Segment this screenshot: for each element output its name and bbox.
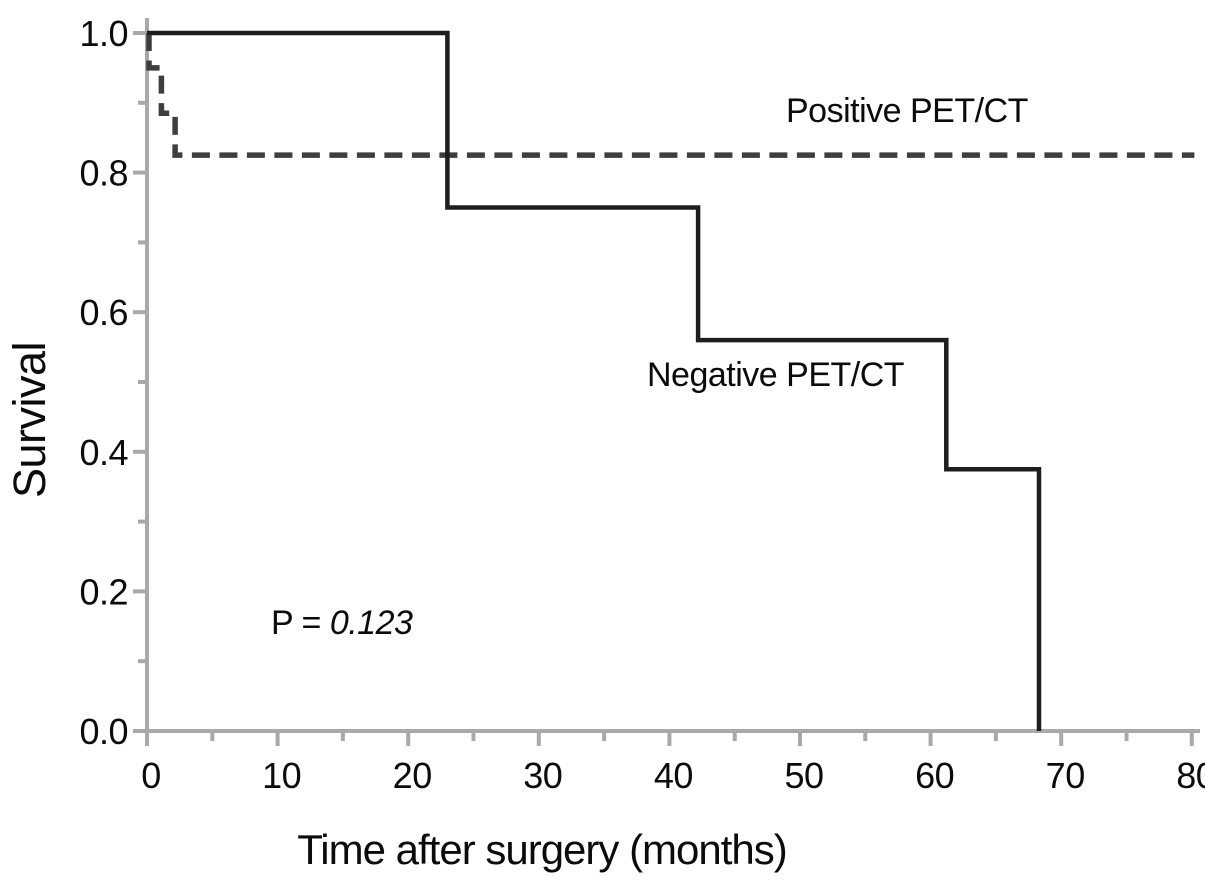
y-tick-label: 0.4 — [79, 432, 128, 473]
x-tick-label: 80 — [1176, 755, 1205, 796]
y-axis-title: Survival — [4, 341, 56, 499]
x-tick-label: 10 — [262, 755, 301, 796]
y-tick-label: 0.0 — [79, 711, 128, 752]
p-value-number: 0.123 — [329, 604, 413, 642]
x-tick-label: 20 — [393, 755, 432, 796]
x-axis-title: Time after surgery (months) — [297, 826, 788, 873]
y-tick-label: 0.8 — [79, 153, 128, 194]
y-tick-label: 0.2 — [79, 571, 128, 612]
p-value-annotation: P = 0.123 — [271, 604, 413, 643]
series-curve-negative-pet-ct — [147, 30, 1042, 731]
y-tick-label: 0.6 — [79, 292, 128, 333]
x-tick-label: 40 — [654, 755, 693, 796]
x-tick-label: 50 — [784, 755, 823, 796]
x-tick-label: 60 — [915, 755, 954, 796]
series-curve-positive-pet-ct — [146, 33, 1195, 158]
x-tick-label: 70 — [1046, 755, 1085, 796]
series-label-positive-petct: Positive PET/CT — [786, 92, 1028, 130]
y-tick-label: 1.0 — [79, 13, 128, 54]
x-tick-label: 30 — [523, 755, 562, 796]
x-tick-label: 0 — [141, 755, 161, 796]
series-label-negative-petct: Negative PET/CT — [647, 356, 905, 394]
p-value-prefix: P = — [271, 604, 330, 642]
